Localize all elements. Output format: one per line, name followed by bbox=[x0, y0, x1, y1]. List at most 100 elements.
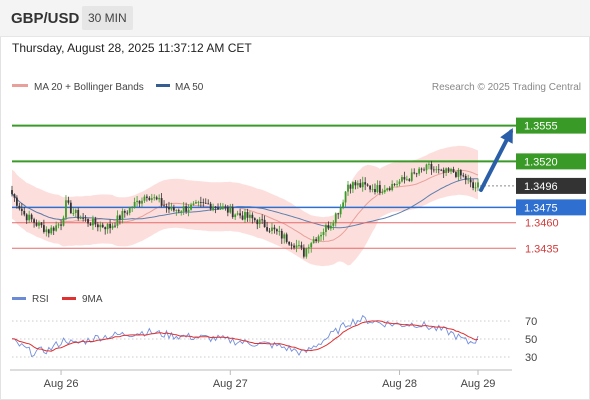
candle bbox=[442, 167, 445, 178]
candle bbox=[266, 221, 268, 232]
candle bbox=[114, 222, 116, 228]
candle bbox=[288, 241, 291, 246]
candle-body bbox=[94, 218, 97, 225]
candle-body bbox=[428, 163, 430, 165]
candle-body bbox=[99, 224, 102, 228]
x-tick-label: Aug 29 bbox=[461, 378, 496, 390]
candle bbox=[190, 202, 192, 211]
candle bbox=[207, 199, 210, 205]
candle bbox=[437, 163, 440, 174]
candle bbox=[106, 223, 109, 234]
candle-body bbox=[119, 215, 121, 220]
candle-body bbox=[388, 188, 391, 191]
candle bbox=[172, 204, 175, 213]
candle bbox=[342, 199, 345, 210]
candle-body bbox=[442, 169, 445, 173]
rsi-tick-30: 30 bbox=[525, 352, 537, 364]
candle bbox=[111, 222, 114, 230]
candle bbox=[23, 207, 26, 217]
candle-body bbox=[202, 202, 205, 204]
candle bbox=[447, 167, 450, 173]
candle bbox=[155, 195, 158, 201]
candle-body bbox=[246, 212, 249, 218]
ma20-legend-swatch bbox=[12, 84, 28, 87]
candle bbox=[77, 207, 80, 221]
candle-body bbox=[133, 201, 136, 208]
candle-body bbox=[57, 224, 60, 226]
candle-body bbox=[150, 198, 153, 200]
candle-body bbox=[101, 224, 104, 228]
candle bbox=[136, 195, 138, 207]
candle-body bbox=[349, 184, 352, 189]
candle-body bbox=[141, 200, 143, 204]
candle-body bbox=[403, 177, 406, 180]
candle-body bbox=[467, 179, 470, 181]
candle bbox=[185, 202, 188, 214]
candle-body bbox=[285, 234, 288, 242]
candle bbox=[177, 208, 180, 214]
candle bbox=[307, 244, 310, 254]
candle bbox=[231, 203, 234, 219]
candle bbox=[425, 163, 428, 174]
candle-body bbox=[74, 209, 77, 214]
candle bbox=[239, 208, 241, 219]
candle bbox=[25, 213, 28, 224]
candle bbox=[217, 203, 219, 210]
candle-body bbox=[305, 248, 308, 257]
candle bbox=[261, 214, 264, 224]
candle bbox=[268, 227, 271, 234]
candle bbox=[187, 204, 190, 217]
rsi-line bbox=[11, 314, 479, 358]
candle bbox=[131, 206, 134, 213]
candle-body bbox=[234, 214, 237, 218]
candle-body bbox=[77, 209, 80, 219]
candle-body bbox=[168, 207, 170, 210]
projection bbox=[479, 128, 513, 192]
candle bbox=[393, 183, 396, 187]
candle-body bbox=[217, 207, 219, 210]
candle-body bbox=[224, 206, 227, 208]
candle-body bbox=[315, 239, 318, 242]
candle-body bbox=[165, 206, 168, 208]
candle-body bbox=[158, 198, 161, 200]
candle-body bbox=[30, 214, 33, 220]
candle bbox=[74, 208, 77, 218]
candle bbox=[275, 228, 278, 235]
candle bbox=[315, 237, 318, 244]
candle bbox=[121, 208, 124, 224]
x-tick-label: Aug 27 bbox=[213, 378, 248, 390]
candle-body bbox=[62, 217, 65, 226]
candle bbox=[60, 220, 62, 231]
candle bbox=[347, 180, 349, 196]
candle-body bbox=[378, 185, 381, 193]
candle bbox=[94, 216, 97, 228]
candle-body bbox=[477, 182, 479, 188]
candle-body bbox=[207, 203, 210, 205]
candle bbox=[339, 204, 342, 218]
candle-body bbox=[266, 227, 268, 231]
candle-body bbox=[447, 168, 450, 172]
candle bbox=[57, 222, 60, 229]
candle bbox=[202, 198, 205, 207]
candle bbox=[67, 196, 70, 205]
candle bbox=[302, 244, 305, 259]
rsi-legend-label: RSI bbox=[32, 294, 49, 305]
candle-body bbox=[52, 227, 55, 231]
candle bbox=[418, 166, 421, 176]
candle-body bbox=[440, 169, 443, 171]
timeframe-button[interactable]: 30 MIN bbox=[82, 6, 133, 30]
candle bbox=[69, 200, 72, 214]
candle-body bbox=[361, 182, 364, 188]
level-tag-1.3520 bbox=[516, 153, 586, 170]
candle bbox=[469, 176, 472, 188]
candle-body bbox=[226, 207, 229, 213]
candle-body bbox=[283, 234, 286, 239]
candle-body bbox=[47, 229, 50, 234]
candle-body bbox=[175, 210, 178, 211]
candle bbox=[229, 203, 232, 214]
candle-body bbox=[195, 202, 197, 204]
candle-body bbox=[462, 175, 465, 177]
candle bbox=[170, 202, 173, 212]
candle bbox=[398, 179, 401, 187]
candle-body bbox=[253, 218, 256, 221]
